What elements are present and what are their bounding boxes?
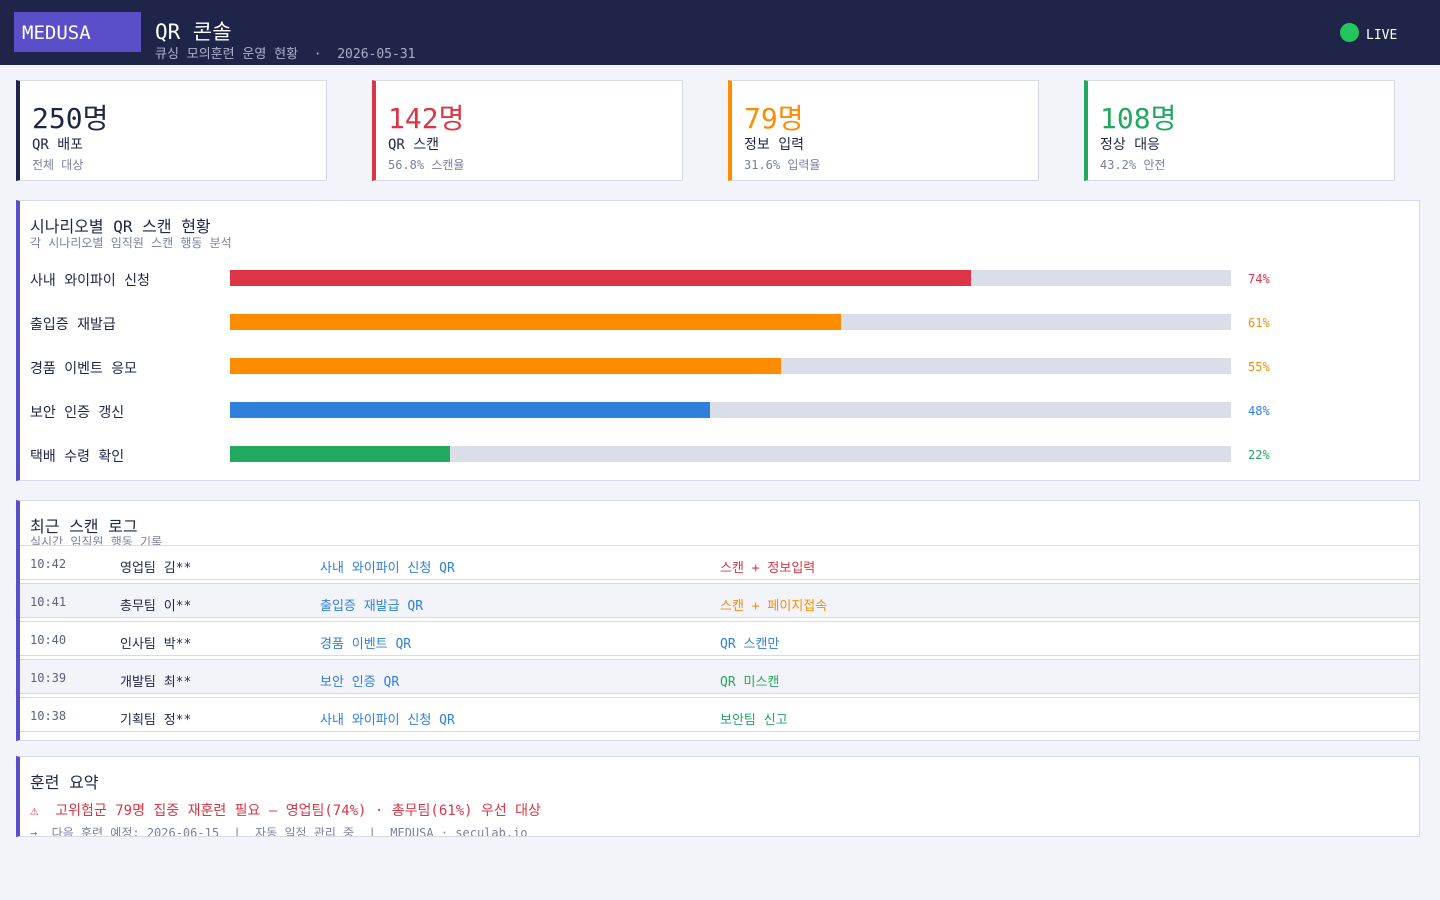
kpi-value: 108명	[1100, 102, 1177, 135]
log-user: 기획팀 정**	[120, 713, 192, 728]
bar	[230, 402, 711, 418]
log-user: 영업팀 김**	[120, 561, 192, 576]
bar-track	[230, 446, 1231, 462]
next-training: → 다음 훈련 예정: 2026-06-15 | 자동 일정 관리 중 | ME…	[30, 826, 528, 837]
log-row: 10:40 인사팀 박** 경품 이벤트 QR QR 스캔만	[20, 621, 1419, 656]
log-scenario: 사내 와이파이 신청 QR	[320, 561, 455, 576]
log-user: 인사팀 박**	[120, 637, 192, 652]
bar	[230, 314, 841, 330]
summary-panel: 훈련 요약 ⚠ 고위험군 79명 집중 재훈련 필요 — 영업팀(74%) · …	[16, 756, 1420, 837]
category-label: 택배 수령 확인	[30, 449, 125, 465]
log-scenario: 사내 와이파이 신청 QR	[320, 713, 455, 728]
kpi-value: 250명	[32, 102, 109, 135]
value-label: 48%	[1248, 404, 1270, 418]
logo-box	[14, 12, 141, 52]
title: QR 콘솔	[155, 20, 232, 44]
bar	[230, 446, 451, 462]
log-row: 10:41 총무팀 이** 출입증 재발급 QR 스캔 + 페이지접속	[20, 583, 1419, 618]
kpi-note: 31.6% 입력율	[744, 158, 821, 172]
value-label: 22%	[1248, 448, 1270, 462]
kpi-value: 79명	[744, 102, 804, 135]
kpi-label: QR 배포	[32, 137, 84, 153]
warning: ⚠ 고위험군 79명 집중 재훈련 필요 — 영업팀(74%) · 총무팀(61…	[30, 803, 541, 819]
kpi-label: 정보 입력	[744, 137, 804, 153]
category-label: 출입증 재발급	[30, 317, 116, 333]
value-label: 55%	[1248, 360, 1270, 374]
kpi-label: 정상 대응	[1100, 137, 1160, 153]
log-panel: 최근 스캔 로그 실시간 임직원 행동 기록 10:42 영업팀 김** 사내 와이…	[16, 500, 1420, 741]
log-scenario: 보안 인증 QR	[320, 675, 400, 690]
log-scenario: 경품 이벤트 QR	[320, 637, 412, 652]
log-time: 10:38	[30, 709, 67, 723]
log-time: 10:40	[30, 633, 67, 647]
category-label: 보안 인증 갱신	[30, 405, 125, 421]
summary-title: 훈련 요약	[30, 773, 99, 792]
kpi-label: QR 스캔	[388, 137, 440, 153]
bar	[230, 358, 781, 374]
value-label: 61%	[1248, 316, 1270, 330]
logo: MEDUSA	[22, 22, 91, 44]
log-status: QR 스캔만	[720, 637, 780, 652]
log-user: 총무팀 이**	[120, 599, 192, 614]
log-title: 최근 스캔 로그	[30, 517, 138, 536]
log-time: 10:39	[30, 671, 67, 685]
subtitle: 큐싱 모의훈련 운영 현황 · 2026-05-31	[155, 47, 416, 62]
log-time: 10:42	[30, 557, 67, 571]
log-status: 보안팀 신고	[720, 713, 788, 728]
chart-title: 시나리오별 QR 스캔 현황	[30, 217, 211, 236]
kpi-note: 56.8% 스캔율	[388, 158, 465, 172]
chart-subtitle: 각 시나리오별 임직원 스캔 행동 분석	[30, 236, 232, 250]
kpi-note: 43.2% 안전	[1100, 158, 1166, 172]
kpi-note: 전체 대상	[32, 158, 84, 172]
header: MEDUSA QR 콘솔 큐싱 모의훈련 운영 현황 · 2026-05-31 …	[0, 0, 1440, 65]
category-label: 사내 와이파이 신청	[30, 273, 150, 289]
bar	[230, 270, 971, 286]
log-row: 10:39 개발팀 최** 보안 인증 QR QR 미스캔	[20, 659, 1419, 694]
category-label: 경품 이벤트 응모	[30, 361, 138, 377]
value-label: 74%	[1248, 272, 1270, 286]
log-user: 개발팀 최**	[120, 675, 192, 690]
log-row: 10:42 영업팀 김** 사내 와이파이 신청 QR 스캔 + 정보입력	[20, 545, 1419, 580]
log-status: QR 미스캔	[720, 675, 780, 690]
log-status: 스캔 + 정보입력	[720, 561, 816, 576]
log-status: 스캔 + 페이지접속	[720, 599, 828, 614]
live-dot	[1340, 23, 1359, 42]
chart-panel: 시나리오별 QR 스캔 현황 각 시나리오별 임직원 스캔 행동 분석 사내 와…	[16, 200, 1420, 481]
log-row: 10:38 기획팀 정** 사내 와이파이 신청 QR 보안팀 신고	[20, 697, 1419, 732]
log-scenario: 출입증 재발급 QR	[320, 599, 424, 614]
log-time: 10:41	[30, 595, 67, 609]
live: LIVE	[1366, 28, 1398, 43]
kpi-value: 142명	[388, 102, 465, 135]
kpi-card: 142명 QR 스캔 56.8% 스캔율	[372, 80, 683, 181]
